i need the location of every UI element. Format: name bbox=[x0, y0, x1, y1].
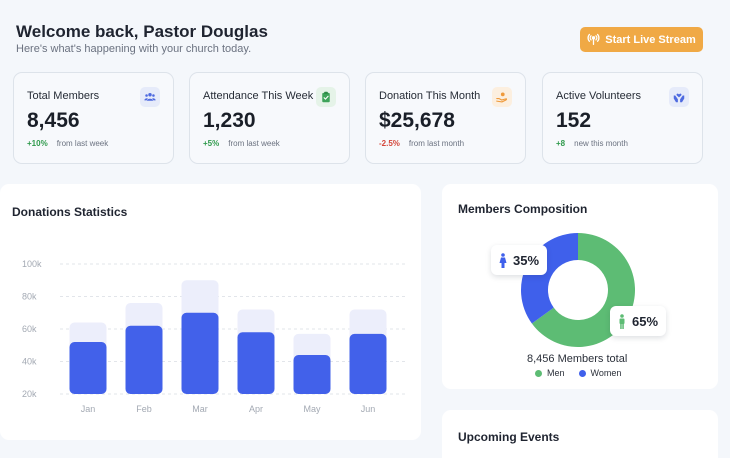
stat-card-volunteers: Active Volunteers 152 +8 new this month bbox=[542, 72, 703, 164]
y-tick-label: 80k bbox=[22, 292, 37, 302]
broadcast-icon bbox=[587, 33, 600, 46]
donation-icon bbox=[492, 87, 512, 107]
stat-meta: +10% from last week bbox=[27, 139, 173, 148]
y-tick-label: 60k bbox=[22, 324, 37, 334]
x-tick-label: Mar bbox=[192, 404, 208, 414]
stat-delta: +5% bbox=[203, 139, 220, 148]
women-percent: 35% bbox=[513, 252, 540, 268]
stat-note: from last month bbox=[408, 139, 465, 148]
stat-delta: -2.5% bbox=[379, 139, 400, 148]
stat-meta: -2.5% from last month bbox=[379, 139, 525, 148]
legend-label-women: Women bbox=[590, 368, 622, 378]
legend-item-men: Men bbox=[535, 368, 565, 378]
x-tick-label: Jan bbox=[81, 404, 96, 414]
donations-panel: Donations Statistics 100k 80k 60k 40k 20k Jan… bbox=[0, 184, 421, 440]
clipboard-icon bbox=[316, 87, 336, 107]
stat-note: from last week bbox=[56, 139, 109, 148]
stat-delta: +8 bbox=[556, 139, 566, 148]
composition-title: Members Composition bbox=[458, 202, 588, 216]
donations-chart: 100k 80k 60k 40k 20k Jan Feb Mar Apr May Jun bbox=[22, 259, 405, 414]
bar-value[interactable] bbox=[237, 332, 275, 394]
stat-card-total-members: Total Members 8,456 +10% from last week bbox=[13, 72, 174, 164]
members-icon bbox=[140, 87, 160, 107]
stat-meta: +5% from last week bbox=[203, 139, 349, 148]
events-panel: Upcoming Events bbox=[442, 410, 718, 458]
men-percent: 65% bbox=[632, 313, 659, 329]
stat-card-attendance: Attendance This Week 1,230 +5% from last… bbox=[189, 72, 350, 164]
legend-item-women: Women bbox=[578, 368, 622, 378]
x-tick-label: May bbox=[303, 404, 321, 414]
y-tick-label: 100k bbox=[22, 259, 42, 269]
start-live-stream-label: Start Live Stream bbox=[605, 33, 696, 46]
bar-value[interactable] bbox=[69, 342, 107, 394]
man-icon bbox=[619, 313, 625, 329]
stat-card-donation: Donation This Month $25,678 -2.5% from l… bbox=[365, 72, 526, 164]
page-subtitle: Here's what's happening with your church… bbox=[16, 43, 252, 55]
page-title: Welcome back, Pastor Douglas bbox=[16, 22, 268, 41]
y-tick-label: 20k bbox=[22, 389, 37, 399]
men-percent-chip: 65% bbox=[610, 306, 667, 336]
legend-dot-women bbox=[578, 369, 586, 377]
bar-value[interactable] bbox=[349, 333, 387, 394]
stat-label: Active Volunteers bbox=[556, 90, 641, 102]
stat-value: 1,230 bbox=[203, 109, 256, 132]
hands-icon bbox=[669, 87, 689, 107]
women-percent-chip: 35% bbox=[491, 245, 548, 275]
members-total: 8,456 Members total bbox=[527, 353, 628, 365]
events-title: Upcoming Events bbox=[458, 430, 560, 444]
stat-value: 152 bbox=[556, 109, 592, 132]
bar-value[interactable] bbox=[293, 355, 331, 394]
stat-label: Total Members bbox=[27, 90, 100, 102]
x-tick-label: Apr bbox=[249, 404, 263, 414]
stat-label: Attendance This Week bbox=[203, 90, 314, 102]
stat-note: from last week bbox=[228, 139, 280, 148]
woman-icon bbox=[499, 252, 507, 268]
legend-label-men: Men bbox=[547, 368, 565, 378]
x-tick-label: Jun bbox=[361, 404, 376, 414]
stat-note: new this month bbox=[574, 139, 628, 148]
stat-label: Donation This Month bbox=[379, 90, 481, 102]
x-tick-label: Feb bbox=[136, 404, 152, 414]
bar-value[interactable] bbox=[181, 312, 219, 394]
stat-delta: +10% bbox=[27, 139, 48, 148]
composition-panel: Members Composition 35% 65% 8,456 Member… bbox=[442, 184, 718, 389]
y-tick-label: 40k bbox=[22, 357, 37, 367]
stat-meta: +8 new this month bbox=[556, 139, 702, 148]
donations-title: Donations Statistics bbox=[12, 205, 128, 219]
bar-value[interactable] bbox=[125, 325, 163, 394]
stat-value: 8,456 bbox=[27, 109, 80, 132]
stat-value: $25,678 bbox=[379, 109, 455, 132]
start-live-stream-button[interactable]: Start Live Stream bbox=[580, 27, 703, 52]
donut-slice-men[interactable] bbox=[531, 233, 635, 347]
legend-dot-men bbox=[535, 369, 542, 377]
composition-legend: Men Women bbox=[535, 368, 621, 378]
